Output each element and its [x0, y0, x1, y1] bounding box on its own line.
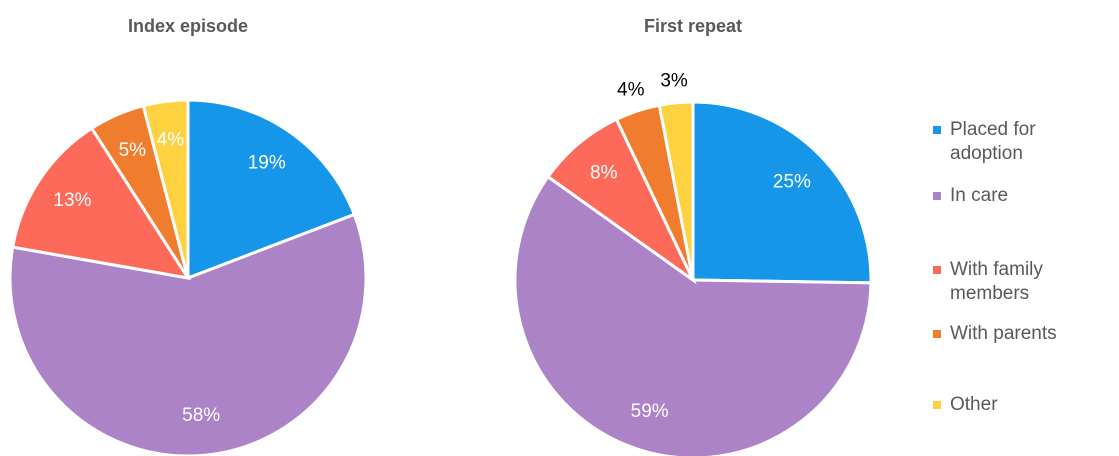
chart-title: First repeat — [644, 16, 742, 36]
legend-entry: Placed for adoption — [933, 118, 1075, 166]
legend-swatch — [933, 266, 941, 274]
data-label: 8% — [590, 163, 618, 184]
pie-slice — [10, 126, 192, 281]
pie-slice — [141, 98, 190, 279]
legend-label: In care — [950, 185, 1009, 206]
data-label: 59% — [631, 401, 669, 422]
pie-slice — [545, 117, 697, 285]
legend-swatch — [933, 330, 941, 338]
data-label: 58% — [182, 405, 220, 426]
legend-label: With family members — [950, 259, 1043, 304]
data-label: 25% — [773, 172, 811, 193]
data-label: 4% — [617, 80, 645, 101]
legend-swatch — [933, 192, 941, 200]
data-label: 4% — [157, 129, 185, 150]
data-label: 5% — [119, 140, 147, 161]
data-label: 13% — [53, 190, 91, 211]
pie-slice — [186, 98, 357, 281]
pie-slice — [8, 212, 368, 456]
pie-slice — [691, 100, 873, 285]
legend-label: With parents — [950, 323, 1057, 344]
legend-entry: With family members — [933, 258, 1075, 306]
pie-slice — [657, 100, 695, 281]
legend-entry: Other — [933, 393, 1075, 417]
legend-swatch — [933, 126, 941, 134]
legend-label: Other — [950, 394, 998, 415]
pie-slice — [513, 174, 873, 456]
legend-label: Placed for adoption — [950, 119, 1036, 164]
chart-title: Index episode — [128, 16, 248, 36]
data-label: 19% — [248, 153, 286, 174]
data-label: 3% — [660, 71, 688, 92]
legend-entry: With parents — [933, 322, 1075, 346]
legend-entry: In care — [933, 184, 1075, 208]
legend-swatch — [933, 401, 941, 409]
